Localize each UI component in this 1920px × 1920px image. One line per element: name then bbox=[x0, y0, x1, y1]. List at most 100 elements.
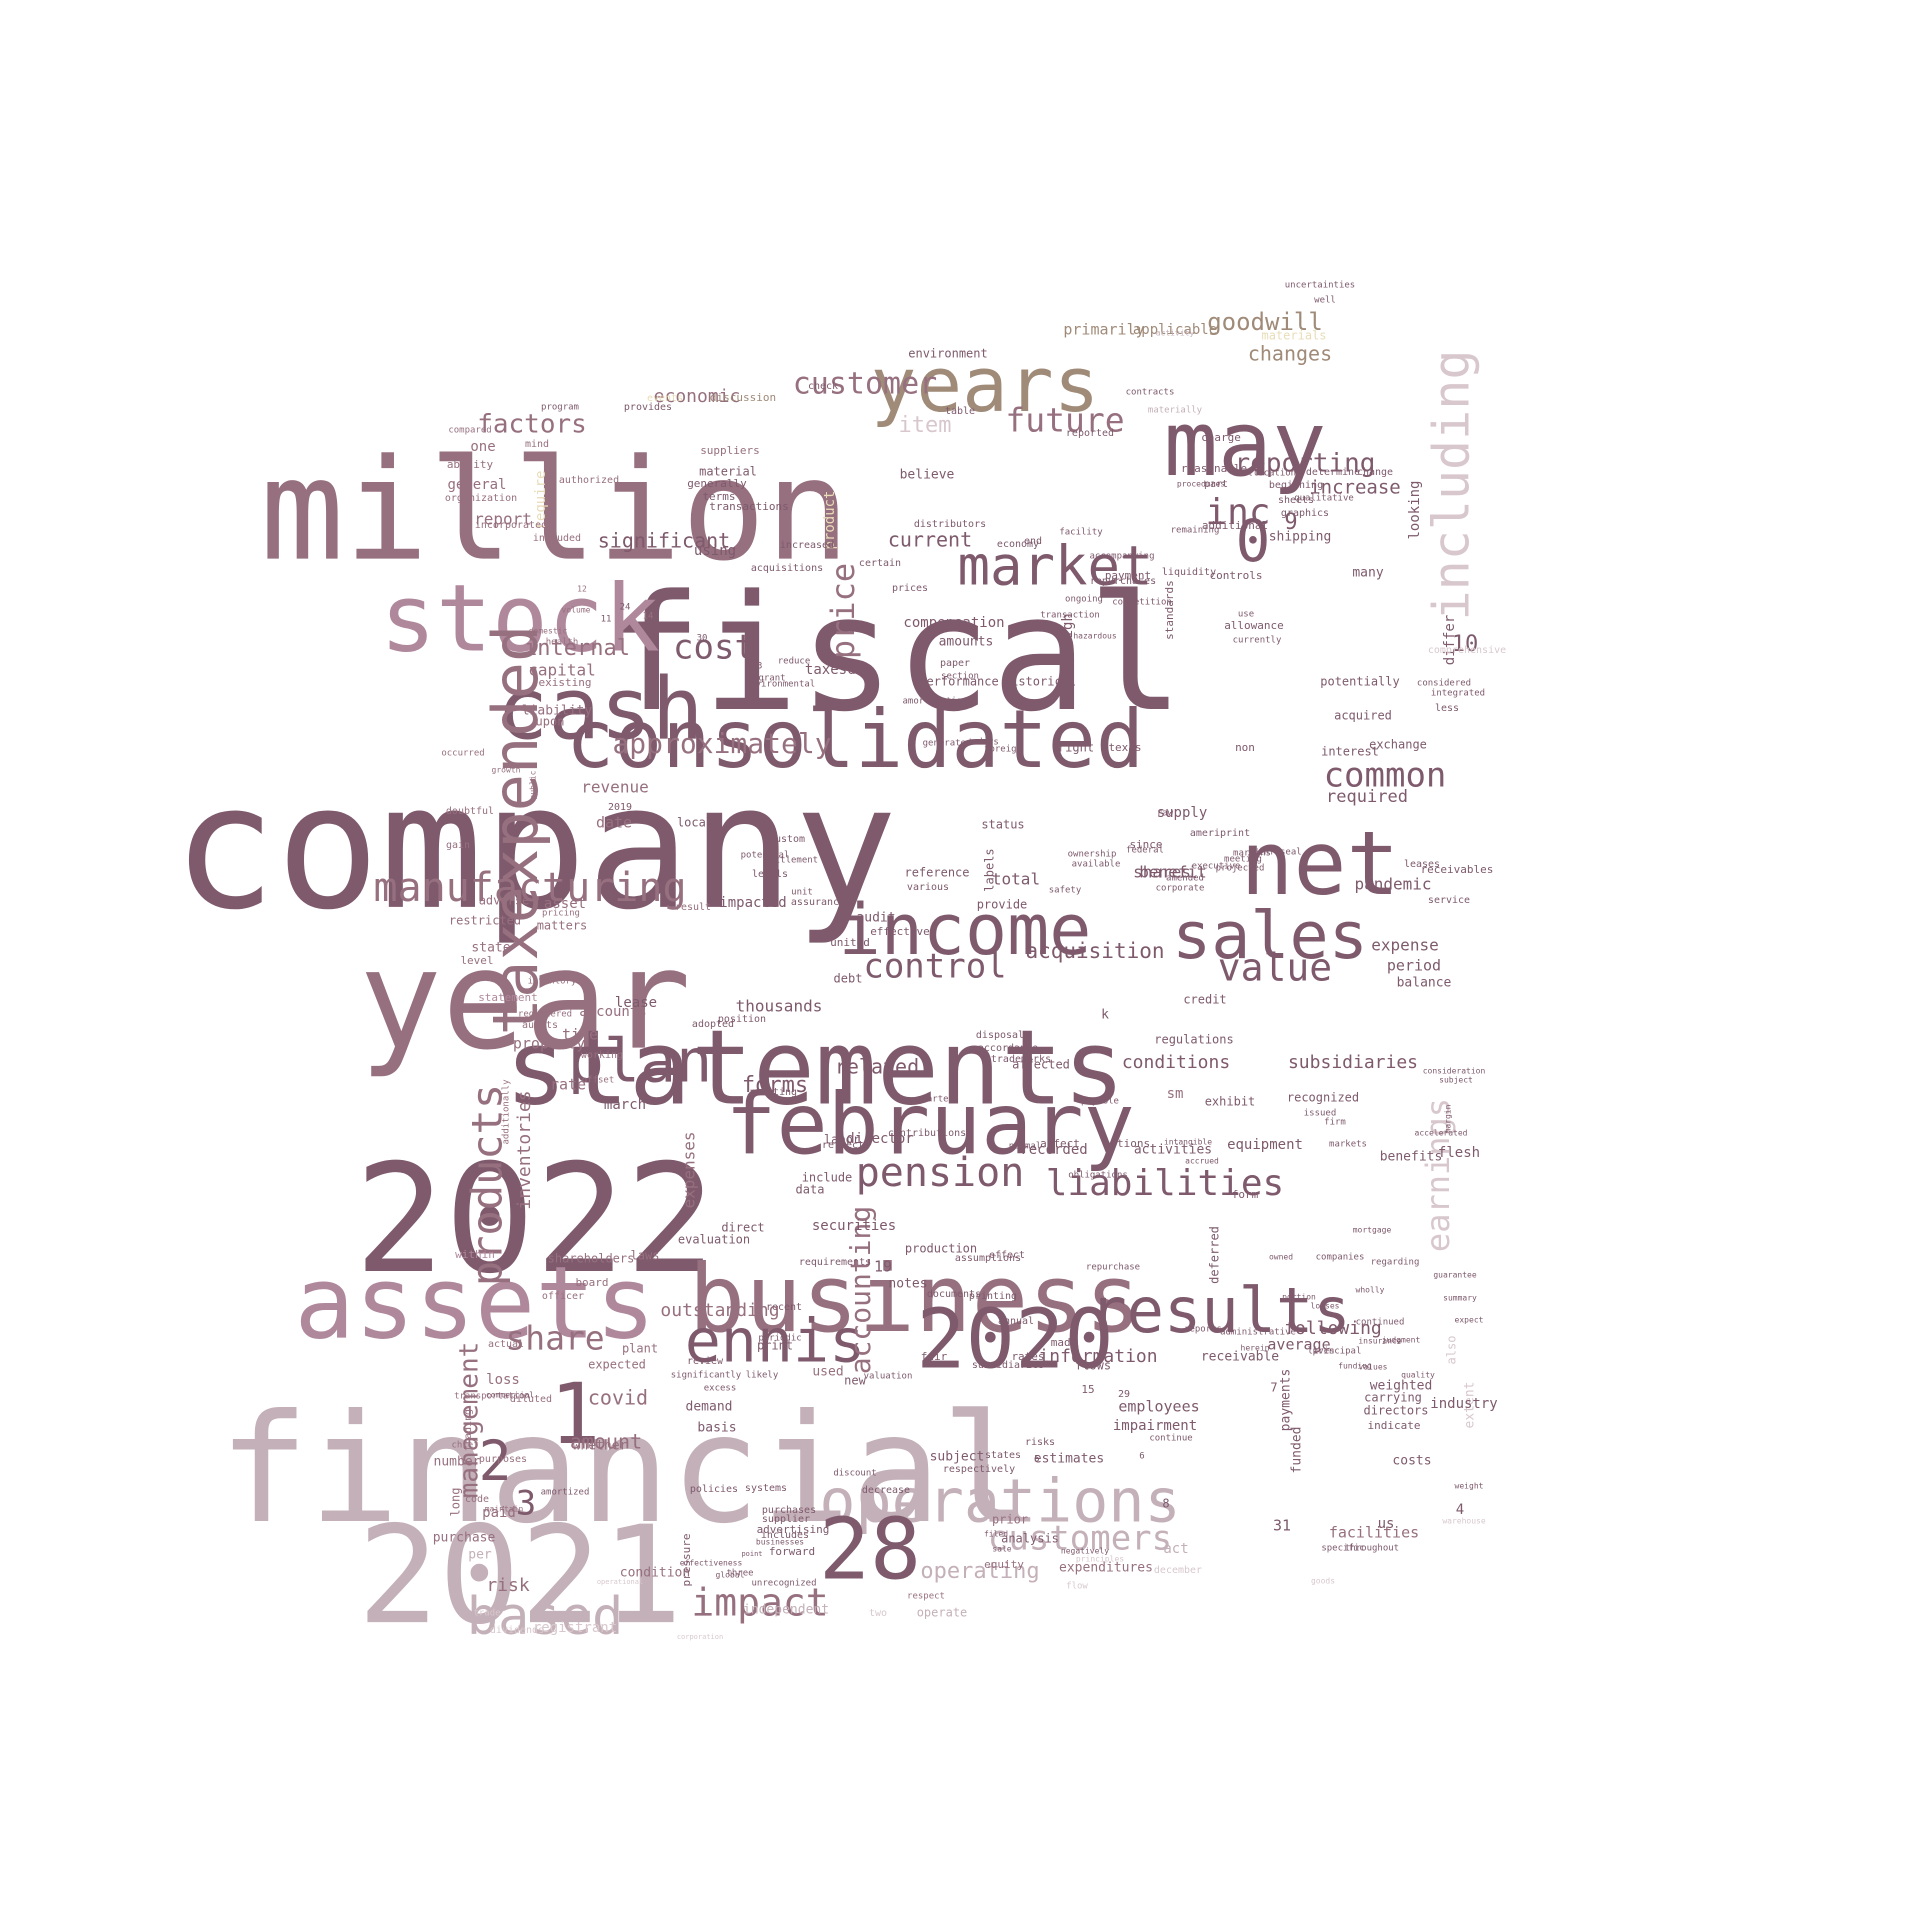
word-organization: organization bbox=[445, 493, 517, 504]
word-also: also bbox=[1445, 1336, 1459, 1365]
word-production: production bbox=[905, 1242, 977, 1256]
word-incorporated: incorporated bbox=[475, 520, 547, 531]
word-specific: specific bbox=[1321, 1544, 1364, 1554]
word-december: december bbox=[1154, 1565, 1202, 1576]
word-operations: operations bbox=[819, 1467, 1180, 1537]
word-registrant: registrant bbox=[533, 1620, 617, 1636]
word-settlement: settlement bbox=[764, 856, 818, 866]
word-custom: custom bbox=[769, 834, 805, 845]
word-significant: significant bbox=[598, 529, 730, 553]
word-activity: activity bbox=[1156, 329, 1195, 338]
word-executive: executive bbox=[1192, 862, 1241, 872]
word-respectively: respectively bbox=[943, 1464, 1015, 1475]
word-sales: sales bbox=[1172, 899, 1368, 974]
word-assets: assets bbox=[294, 1244, 655, 1361]
word-repurchase: repurchase bbox=[1086, 1263, 1140, 1273]
word-level: level bbox=[460, 954, 493, 967]
word-local: local bbox=[677, 816, 713, 830]
word-future: future bbox=[1005, 401, 1124, 440]
word-systems: systems bbox=[745, 1483, 787, 1494]
word-volume: volume bbox=[562, 606, 591, 615]
word-affected: affected bbox=[1012, 1058, 1070, 1072]
word-taxexpended: taxexpended bbox=[479, 625, 552, 1036]
word-income: income bbox=[839, 889, 1092, 971]
word-change: change bbox=[1357, 467, 1393, 478]
word-expense: expense bbox=[1371, 936, 1438, 955]
word-obligations: obligations bbox=[1068, 1171, 1128, 1181]
word-matters: matters bbox=[537, 919, 588, 933]
word-comprehensive: comprehensive bbox=[1428, 645, 1506, 656]
word-revenue: revenue bbox=[581, 778, 648, 797]
word-exchange: exchange bbox=[1369, 738, 1427, 752]
word-unrecognized: unrecognized bbox=[751, 1579, 816, 1589]
word-ownership: ownership bbox=[1068, 850, 1117, 860]
word-documents: documents bbox=[927, 1289, 981, 1300]
word-goods: goods bbox=[1311, 1577, 1335, 1586]
word-consolidated: consolidated bbox=[566, 693, 1144, 786]
word-standards: standards bbox=[1163, 580, 1176, 640]
word-laws: laws bbox=[631, 1249, 660, 1263]
word-forward: forward bbox=[769, 1545, 815, 1558]
word-reasonable: reasonable bbox=[1181, 462, 1247, 475]
word-purchases: purchases bbox=[762, 1505, 816, 1516]
word-data: data bbox=[796, 1183, 825, 1197]
word-stock: stock bbox=[380, 564, 660, 672]
word-quality: quality bbox=[1401, 1371, 1435, 1380]
word-outstanding: outstanding bbox=[660, 1300, 779, 1321]
word-following: following bbox=[1284, 1318, 1382, 1339]
word-customers: customers bbox=[988, 1519, 1172, 1559]
word-existing: existing bbox=[539, 676, 592, 689]
word-labor: labor bbox=[824, 1133, 860, 1147]
word-manufacturing: manufacturing bbox=[373, 865, 686, 911]
word-risk: risk bbox=[486, 1575, 530, 1596]
word-risks: risks bbox=[1025, 1437, 1055, 1448]
word-part: part bbox=[1204, 479, 1228, 490]
word-unit: unit bbox=[791, 888, 813, 898]
word-contributions: contributions bbox=[888, 1128, 966, 1139]
word-one: one bbox=[470, 439, 495, 455]
word-companies: companies bbox=[1316, 1253, 1365, 1263]
word-subject: subject bbox=[930, 1450, 985, 1465]
word-events: events bbox=[647, 393, 683, 404]
word-businesses: businesses bbox=[756, 1538, 804, 1547]
word-economic: economic bbox=[654, 386, 741, 407]
word-distributors: distributors bbox=[914, 519, 986, 530]
word-required: required bbox=[1326, 787, 1408, 807]
word-differ: differ bbox=[1442, 615, 1458, 666]
word-discount: discount bbox=[833, 1469, 876, 1479]
word-charge: charge bbox=[1201, 431, 1241, 444]
word-2: 2 bbox=[478, 1429, 511, 1493]
word-respect: respect bbox=[907, 1592, 945, 1602]
word-activities: activities bbox=[1134, 1143, 1212, 1158]
word-costs: costs bbox=[1392, 1454, 1431, 1469]
word-suppliers: suppliers bbox=[700, 444, 760, 457]
word-capital: capital bbox=[528, 661, 595, 680]
word-control: control bbox=[863, 947, 1006, 987]
word-reflect: reflect bbox=[822, 1140, 864, 1151]
word-insurance: insurance bbox=[1358, 1337, 1402, 1346]
word-subsidiaries: subsidiaries bbox=[972, 1360, 1044, 1371]
word-discussion: discussion bbox=[710, 391, 776, 404]
word-guarantee: guarantee bbox=[1433, 1271, 1477, 1280]
word-k: k bbox=[1101, 1008, 1109, 1023]
word-share: share bbox=[505, 1319, 604, 1358]
word-principles: principles bbox=[1076, 1555, 1124, 1564]
word-include: include bbox=[802, 1171, 853, 1185]
word-conditions: conditions bbox=[1122, 1052, 1230, 1073]
word-equipment: equipment bbox=[1227, 1137, 1303, 1153]
word-supply: supply bbox=[1157, 805, 1208, 821]
word-long: long bbox=[449, 1488, 463, 1517]
word-price: price bbox=[824, 563, 862, 659]
word-directors: directors bbox=[1363, 1404, 1428, 1418]
word-shares: shares bbox=[1133, 863, 1191, 882]
word-form: form bbox=[1232, 1188, 1259, 1201]
word-date: date bbox=[596, 814, 632, 832]
word-31: 31 bbox=[1273, 1517, 1291, 1535]
word-amortized: amortized bbox=[541, 1488, 590, 1498]
word-raw: raw bbox=[1157, 809, 1174, 819]
word-expenses: expenses bbox=[680, 1131, 699, 1208]
word-trade: trade bbox=[473, 1609, 500, 1619]
word-united: united bbox=[830, 936, 870, 949]
word-health: health bbox=[546, 638, 579, 648]
word-15: 15 bbox=[1081, 1383, 1094, 1396]
